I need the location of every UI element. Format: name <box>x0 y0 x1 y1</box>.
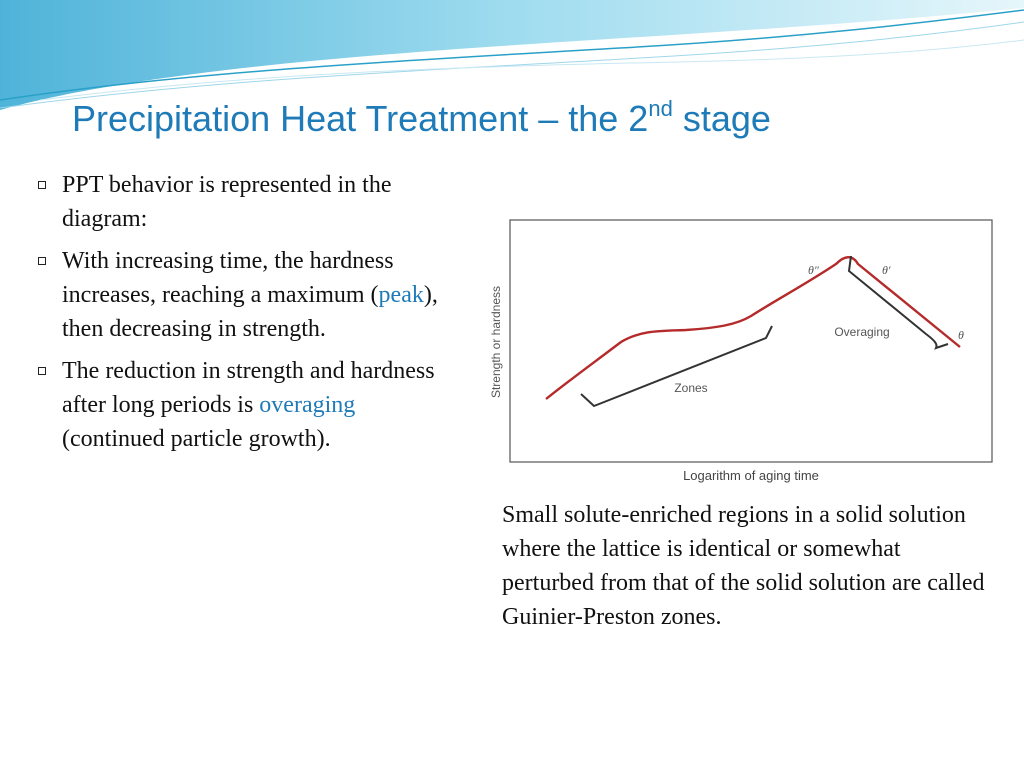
bullet-list: PPT behavior is represented in the diagr… <box>36 168 456 464</box>
slide-title: Precipitation Heat Treatment – the 2nd s… <box>72 96 771 140</box>
bullet-text: The reduction in strength and hardness a… <box>62 358 435 418</box>
bullet-text-tail: (continued particle growth). <box>62 426 331 452</box>
aging-hardness-diagram: Strength or hardness Logarithm of aging … <box>489 219 993 483</box>
bullet-item: The reduction in strength and hardness a… <box>36 354 456 456</box>
theta-label: θ <box>958 328 964 342</box>
y-axis-label: Strength or hardness <box>489 286 503 398</box>
title-main: Precipitation Heat Treatment – the 2 <box>72 98 649 139</box>
bullet-text: PPT behavior is represented in the diagr… <box>62 172 392 232</box>
theta-double-prime-label: θ″ <box>808 263 820 277</box>
bullet-text-tail: ), then decreasing in strength. <box>62 282 438 342</box>
title-superscript: nd <box>648 96 673 121</box>
plot-frame <box>509 219 993 463</box>
highlight-peak: peak <box>378 282 424 308</box>
overaging-label: Overaging <box>834 325 889 339</box>
overaging-bracket <box>847 255 949 350</box>
hardness-curve <box>545 256 961 400</box>
zones-label: Zones <box>674 381 707 395</box>
square-bullet-icon <box>38 181 46 189</box>
x-axis-label: Logarithm of aging time <box>683 468 819 483</box>
header-wave-decoration <box>0 0 1024 110</box>
bullet-item: PPT behavior is represented in the diagr… <box>36 168 456 236</box>
zones-bracket <box>580 325 773 408</box>
square-bullet-icon <box>38 367 46 375</box>
highlight-overaging: overaging <box>259 392 356 418</box>
bullet-text: With increasing time, the hardness incre… <box>62 248 394 308</box>
theta-prime-label: θ′ <box>882 263 891 277</box>
title-tail: stage <box>672 98 771 139</box>
gp-zones-caption: Small solute-enriched regions in a solid… <box>502 502 985 630</box>
square-bullet-icon <box>38 257 46 265</box>
bullet-item: With increasing time, the hardness incre… <box>36 244 456 346</box>
